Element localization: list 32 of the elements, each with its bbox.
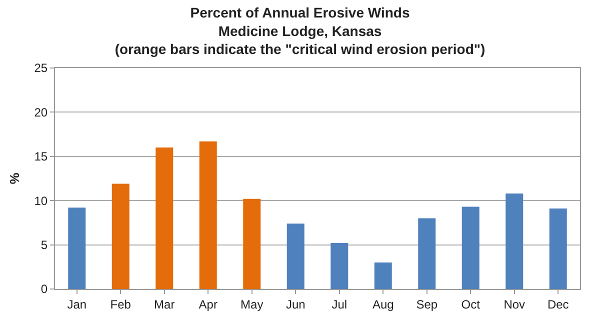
y-tick-label: 15	[34, 150, 48, 164]
bar	[112, 184, 130, 289]
chart-title: Percent of Annual Erosive Winds Medicine Lodge, Kansas (orange bars indicate the "critical wind erosion period")	[114, 4, 486, 58]
y-tick-label: 10	[34, 194, 48, 208]
x-tick-label: Feb	[110, 297, 132, 312]
bar	[243, 198, 261, 289]
x-tick-label: Jan	[67, 297, 87, 312]
x-tick-label: Nov	[504, 297, 526, 312]
x-tick-label: Oct	[461, 297, 481, 312]
x-tick-label: Sep	[416, 297, 438, 312]
bar	[286, 224, 304, 289]
bar	[549, 208, 567, 289]
y-tick-label: 25	[34, 61, 48, 76]
y-tick-label: 20	[34, 105, 48, 120]
x-tick-label: Dec	[547, 297, 569, 312]
bar	[418, 218, 436, 289]
x-tick-label: May	[240, 297, 264, 312]
y-tick-label: 0	[40, 282, 48, 296]
y-axis-title: %	[7, 172, 22, 184]
x-tick-label: Jul	[332, 297, 348, 312]
bar	[156, 148, 174, 289]
bar	[68, 208, 86, 289]
x-tick-label: Jun	[286, 297, 306, 312]
bar	[330, 243, 348, 289]
y-tick-label: 5	[40, 238, 48, 252]
x-tick-label: Aug	[372, 297, 394, 312]
bar	[199, 141, 217, 289]
bar	[374, 262, 392, 289]
x-tick-label: Apr	[198, 297, 218, 312]
bar	[506, 194, 524, 289]
x-tick-label: Mar	[154, 297, 175, 312]
bar	[462, 206, 480, 289]
